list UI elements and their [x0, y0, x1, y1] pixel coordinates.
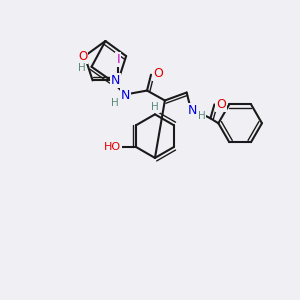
- Text: O: O: [216, 98, 226, 111]
- Text: H: H: [151, 102, 159, 112]
- Text: O: O: [153, 67, 163, 80]
- Text: H: H: [198, 111, 206, 121]
- Text: H: H: [111, 98, 119, 108]
- Text: N: N: [121, 89, 130, 102]
- Text: O: O: [78, 50, 87, 63]
- Text: N: N: [111, 74, 120, 87]
- Text: I: I: [116, 53, 120, 66]
- Text: N: N: [188, 104, 197, 117]
- Text: HO: HO: [104, 142, 121, 152]
- Text: H: H: [78, 63, 86, 73]
